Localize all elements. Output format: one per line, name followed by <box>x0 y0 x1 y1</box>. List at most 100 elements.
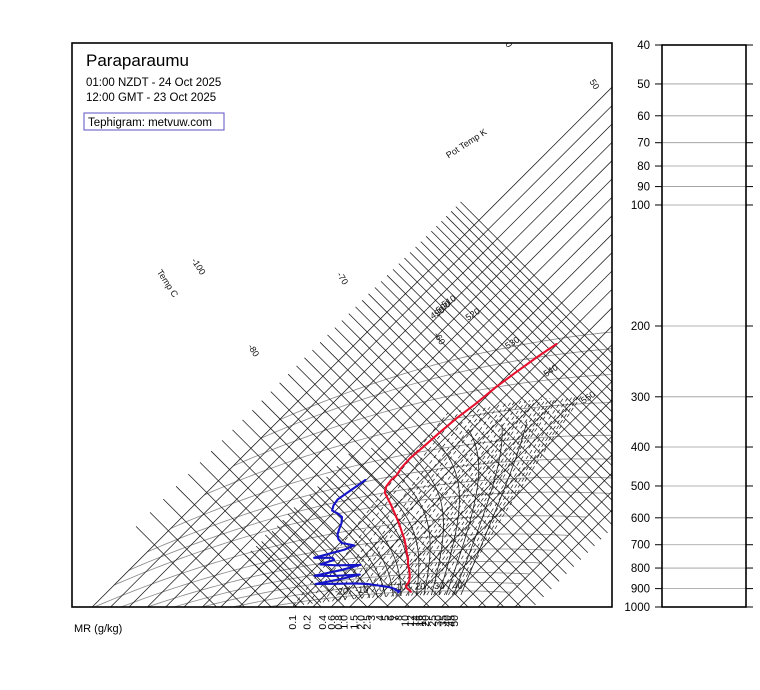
mixing-ratio-line <box>307 410 461 605</box>
isotherm-label-bottom: 20 <box>415 581 425 591</box>
pressure-tick-label: 600 <box>631 513 650 525</box>
pressure-tick-label: 60 <box>637 111 650 123</box>
mr-tick-label: 45 <box>445 615 457 627</box>
isentrope-line <box>380 281 612 513</box>
saturated-adiabat-line <box>277 525 346 601</box>
isentrope-line <box>355 306 595 547</box>
isentrope-line <box>415 246 612 444</box>
mr-tick-label: 0.6 <box>326 615 338 630</box>
isentrope-line <box>445 215 612 383</box>
isentrope-line <box>135 526 218 607</box>
mixing-ratio-line <box>426 397 559 596</box>
isotherm-label-bottom: 40 <box>453 581 463 591</box>
mr-tick-label: 16 <box>413 615 425 627</box>
isotherm-line <box>238 233 612 607</box>
mixing-ratio-line <box>448 395 577 596</box>
pressure-tick-label: 200 <box>631 321 650 333</box>
mr-tick-label: 30 <box>433 615 445 627</box>
mr-tick-label: 1.5 <box>348 615 360 630</box>
mr-tick-label: 0.1 <box>287 615 299 630</box>
mr-tick-label: 3 <box>366 615 378 621</box>
mr-tick-label: 50 <box>449 615 461 627</box>
saturated-adiabat-line <box>255 545 313 604</box>
isentrope-line <box>455 206 612 364</box>
isotherm-label-bottom: 30 <box>434 581 444 591</box>
isentrope-line <box>163 498 272 607</box>
mr-tick-label: 6 <box>385 615 397 621</box>
mixing-ratio-line <box>433 396 565 596</box>
isotherm-line <box>349 344 612 607</box>
isentrope-line <box>348 313 589 553</box>
isotherm-line <box>91 86 612 607</box>
temperature-curve <box>383 342 558 593</box>
isentrope-line <box>450 211 612 373</box>
isentrope-line <box>149 512 246 607</box>
mr-tick-label: 0.4 <box>317 615 329 630</box>
pressure-tick-label: 800 <box>631 563 650 575</box>
isotherm-label-bottom: 0 <box>379 583 384 593</box>
mixing-ratio-line <box>391 399 531 597</box>
mr-tick-label: 20 <box>420 615 432 627</box>
saturated-adiabat-line <box>445 428 480 596</box>
credit-box <box>83 112 225 131</box>
isentrope-line <box>386 275 612 501</box>
isentrope-line <box>420 241 612 434</box>
mixing-ratio-line <box>419 397 554 596</box>
isotherm-line <box>201 196 612 607</box>
mixing-ratio-line <box>354 403 500 600</box>
isotherm-line <box>404 399 612 607</box>
mr-tick-label: 2.0 <box>356 615 368 630</box>
isentrope-line <box>425 236 612 423</box>
header-block: Paraparaumu 01:00 NZDT - 24 Oct 2025 12:… <box>83 51 225 131</box>
mr-tick-label: 35 <box>438 615 450 627</box>
isentrope-line <box>261 400 469 607</box>
isentrope-line <box>252 409 450 607</box>
pressure-tick-label: 100 <box>631 200 650 212</box>
mr-tick-label: 18 <box>417 615 429 627</box>
mixing-ratio-line <box>292 412 449 607</box>
isentrope-line <box>210 450 368 607</box>
isentrope-line <box>409 252 612 455</box>
local-time: 01:00 NZDT - 24 Oct 2025 <box>86 77 221 89</box>
isentrope-line <box>270 391 487 607</box>
mr-tick-label: 1.0 <box>338 615 350 630</box>
isotherm-line <box>293 288 612 607</box>
saturated-adiabat-line <box>336 466 410 596</box>
isotherm-line <box>275 270 612 607</box>
credit-label[interactable]: Tephigram: metvuw.com <box>88 117 212 129</box>
isotherm-line <box>110 105 612 607</box>
mixing-ratio-line <box>338 405 488 601</box>
pressure-tick-label: 70 <box>637 138 650 150</box>
mixing-ratio-line <box>405 398 543 596</box>
isentrope-line <box>296 365 536 606</box>
isentrope-line <box>341 320 582 560</box>
mr-tick-label: 0.8 <box>333 615 345 630</box>
mixing-ratio-line <box>322 407 474 603</box>
isotherm-label-right: 40 <box>501 35 515 49</box>
mr-tick-label: 25 <box>427 615 439 627</box>
mixing-ratio-line <box>439 396 570 596</box>
saturated-adiabat-line <box>326 476 402 596</box>
isentrope-line <box>398 263 612 478</box>
isotherm-line <box>257 252 612 607</box>
pressure-tick-labels: 40 50 60 70 80 90 100 200 300 400 500 600 700 800 900 1… <box>624 40 650 614</box>
isotherm-label-right: 50 <box>588 77 602 91</box>
pressure-tick-label: 700 <box>631 540 650 552</box>
isentrope-line <box>374 287 612 526</box>
isotherm-line <box>330 325 612 607</box>
isentrope-line <box>199 462 346 607</box>
mr-tick-label: 40 <box>442 615 454 627</box>
pressure-tick-label: 300 <box>631 392 650 404</box>
mixing-ratio-line <box>344 405 492 601</box>
saturated-adiabat-line <box>371 447 431 596</box>
mr-tick-label: 2.5 <box>361 615 373 630</box>
isentrope-line <box>279 382 505 607</box>
isentrope-line <box>188 473 322 607</box>
mixing-ratio-line <box>423 397 557 596</box>
isentrope-line <box>361 300 602 540</box>
